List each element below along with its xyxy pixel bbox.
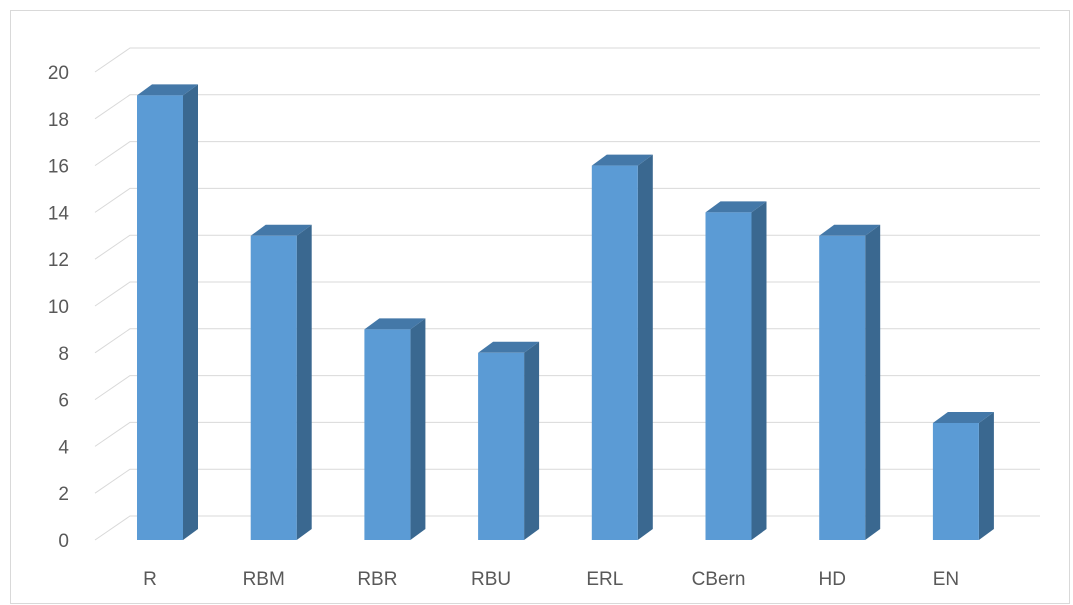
x-axis-ticks: R RBM RBR RBU ERL CBern HD EN bbox=[143, 569, 959, 590]
bar-front bbox=[137, 95, 183, 541]
bar-top bbox=[364, 318, 426, 330]
y-tick-label: 16 bbox=[48, 157, 69, 178]
bar-front bbox=[478, 352, 525, 540]
bar-top bbox=[250, 224, 312, 236]
bar-erl bbox=[591, 154, 653, 540]
gridline bbox=[94, 47, 1040, 73]
bar-rbu bbox=[478, 341, 540, 540]
bar-top bbox=[705, 201, 767, 213]
bar-side bbox=[865, 224, 881, 541]
bar-side bbox=[410, 318, 426, 540]
bar-side bbox=[183, 84, 198, 541]
x-tick-label: CBern bbox=[692, 569, 746, 590]
x-tick-label: ERL bbox=[586, 569, 623, 590]
bar-r bbox=[137, 84, 198, 541]
y-tick-label: 12 bbox=[48, 250, 69, 271]
x-tick-label: RBU bbox=[471, 569, 511, 590]
bar-front bbox=[819, 235, 866, 541]
bar-top bbox=[819, 224, 881, 236]
x-tick-label: RBM bbox=[243, 569, 285, 590]
x-tick-label: EN bbox=[933, 569, 959, 590]
gridline bbox=[94, 141, 1040, 167]
bar-front bbox=[250, 235, 297, 541]
gridline bbox=[94, 468, 1040, 494]
bar-side bbox=[524, 341, 540, 540]
x-tick-label: RBR bbox=[357, 569, 397, 590]
y-axis-ticks: 0 2 4 6 8 10 12 14 16 18 20 bbox=[48, 63, 70, 552]
gridline bbox=[94, 421, 1040, 447]
bar-side bbox=[751, 201, 767, 540]
bar-side bbox=[637, 154, 653, 540]
bar-front bbox=[364, 329, 411, 540]
gridline bbox=[94, 281, 1040, 307]
bar-top bbox=[591, 154, 653, 166]
y-tick-label: 8 bbox=[58, 344, 69, 365]
bar-side bbox=[296, 224, 312, 541]
gridline bbox=[94, 187, 1040, 213]
y-tick-label: 20 bbox=[48, 63, 69, 84]
y-tick-label: 2 bbox=[58, 484, 69, 505]
bar-front bbox=[705, 212, 752, 540]
bar-top bbox=[932, 412, 994, 423]
y-tick-label: 0 bbox=[58, 531, 69, 552]
y-tick-label: 6 bbox=[58, 391, 69, 412]
x-tick-label: R bbox=[143, 569, 157, 590]
y-tick-label: 18 bbox=[48, 110, 69, 131]
bars bbox=[137, 84, 994, 541]
bar-front bbox=[932, 423, 979, 540]
gridline bbox=[94, 234, 1040, 260]
y-tick-label: 10 bbox=[48, 297, 69, 318]
bar-front bbox=[591, 165, 638, 540]
gridline bbox=[94, 375, 1040, 401]
bar-hd bbox=[819, 224, 881, 541]
gridline bbox=[94, 94, 1040, 120]
gridlines bbox=[94, 47, 1040, 541]
y-tick-label: 14 bbox=[48, 203, 70, 224]
gridline bbox=[94, 328, 1040, 354]
bar-en bbox=[932, 412, 994, 540]
bar-cbern bbox=[705, 201, 767, 540]
bar-rbm bbox=[250, 224, 312, 541]
gridline bbox=[94, 515, 1040, 541]
x-tick-label: HD bbox=[818, 569, 845, 590]
bar-top bbox=[478, 341, 540, 353]
bar-top bbox=[137, 84, 198, 96]
y-tick-label: 4 bbox=[58, 437, 69, 458]
bar-rbr bbox=[364, 318, 426, 540]
bar-side bbox=[978, 412, 994, 540]
